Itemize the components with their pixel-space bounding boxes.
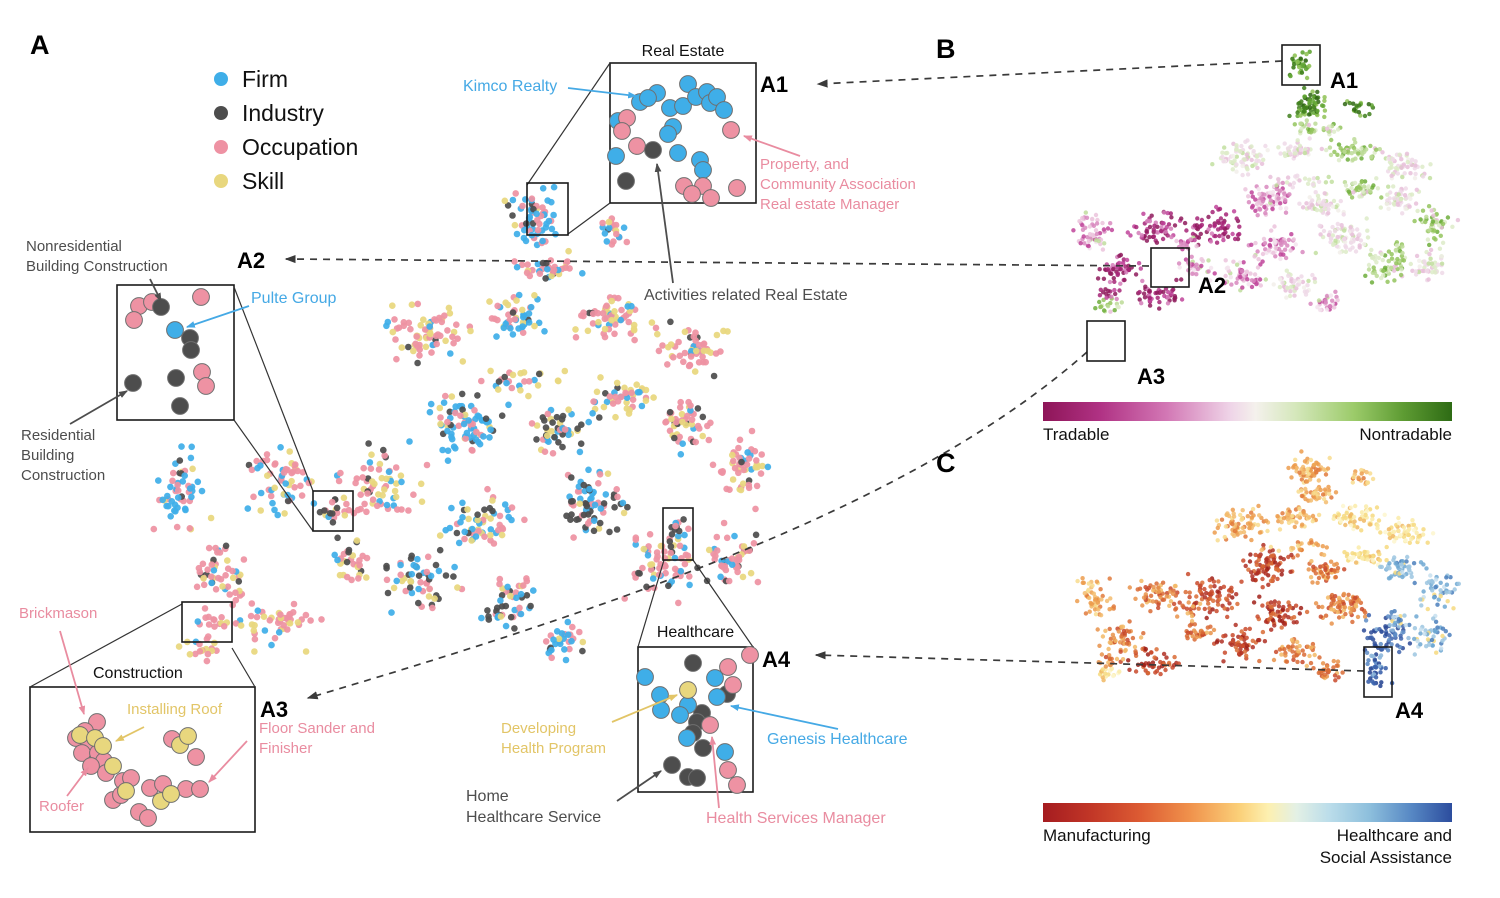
roofer-label: Roofer [39,798,85,815]
manufacturing-label: Manufacturing [1043,826,1151,845]
legend-item-occupation: Occupation [214,130,358,164]
genesis-healthcare-label: Genesis Healthcare [767,731,908,748]
skill-swatch [214,174,228,188]
firm-swatch [214,72,228,86]
manufacturing-colorbar [1043,803,1452,822]
healthcare-assistance-label: Healthcare and Social Assistance [1319,826,1452,868]
panel-c-label: C [936,448,956,478]
nonresidential-label: Nonresidential Building Construction [26,238,168,275]
c-a4-label: A4 [1395,698,1424,723]
b-a1-label: A1 [1330,68,1359,93]
brickmason-label: Brickmason [19,605,98,622]
nontradable-label: Nontradable [1359,425,1452,444]
health-services-manager-label: Health Services Manager [706,810,886,827]
a2-label: A2 [237,248,266,273]
home-healthcare-label: Home Healthcare Service [466,788,602,827]
activities-real-estate-label: Activities related Real Estate [644,287,848,304]
legend-label: Occupation [242,133,359,160]
real-estate-inset-title: Real Estate [641,43,725,60]
a1-label: A1 [760,72,789,97]
floor-sander-label: Floor Sander and Finisher [259,720,375,757]
pulte-group-label: Pulte Group [251,290,337,307]
legend-item-firm: Firm [214,62,358,96]
kimco-realty-label: Kimco Realty [463,78,558,95]
industry-swatch [214,106,228,120]
b-a2-label: A2 [1198,273,1227,298]
a4-label: A4 [762,647,791,672]
legend-item-skill: Skill [214,164,358,198]
legend: Firm Industry Occupation Skill [214,62,358,198]
legend-label: Skill [242,167,285,194]
legend-label: Firm [242,65,288,92]
panel-a-label: A [30,30,50,60]
legend-item-industry: Industry [214,96,358,130]
legend-label: Industry [242,99,324,126]
property-manager-label: Property, and Community Association Real… [760,156,916,213]
tradable-colorbar [1043,402,1452,421]
construction-inset-title: Construction [93,665,183,682]
a3-label: A3 [260,697,289,722]
occupation-swatch [214,140,228,154]
developing-health-label: Developing Health Program [501,720,607,757]
residential-label: Residential Building Construction [21,427,106,484]
panel-b-label: B [936,34,956,64]
installing-roof-label: Installing Roof [127,701,223,718]
healthcare-inset-title: Healthcare [656,624,735,641]
b-a3-label: A3 [1137,364,1166,389]
tradable-label: Tradable [1043,425,1110,444]
